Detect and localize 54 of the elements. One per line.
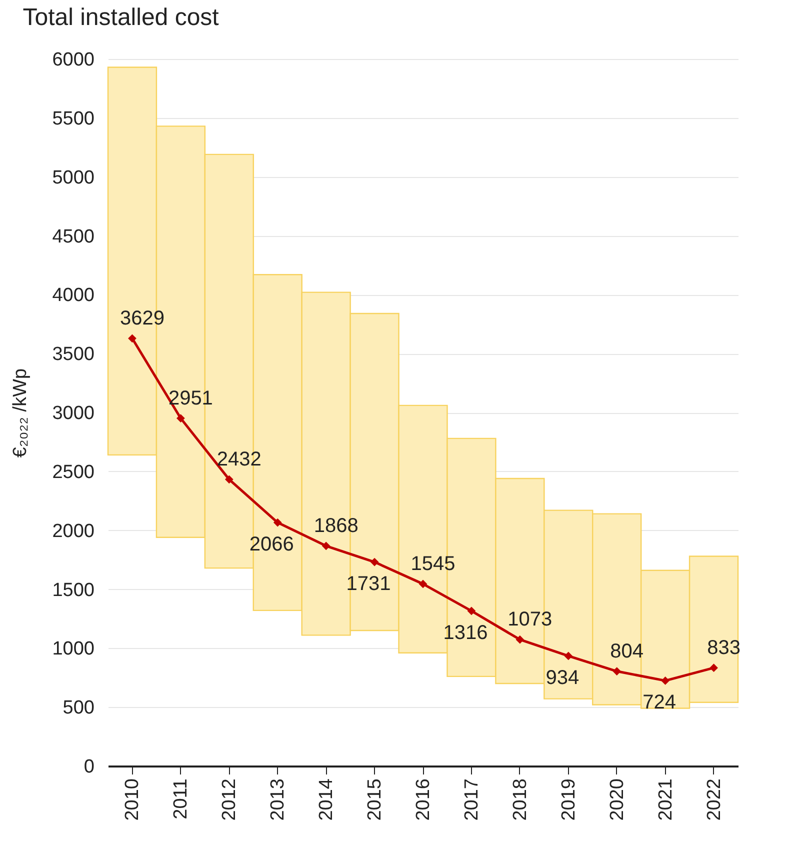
data-label: 1545	[410, 552, 456, 575]
y-tick-label: 1000	[52, 638, 94, 660]
data-label: 2432	[216, 448, 262, 470]
y-tick-label: 2500	[52, 462, 94, 483]
data-label: 833	[707, 636, 740, 659]
y-tick-label: 0	[84, 756, 94, 778]
x-tick-label: 2012	[219, 778, 240, 821]
data-label: 1868	[314, 514, 358, 537]
point	[516, 635, 524, 644]
point	[467, 606, 476, 616]
data-label: 934	[546, 666, 580, 689]
x-tick-label: 2010	[122, 778, 144, 821]
x-tick-label: 2014	[316, 778, 338, 821]
x-tick-label: 2020	[606, 778, 628, 821]
y-tick-label: 500	[62, 698, 94, 719]
point	[224, 475, 234, 484]
data-label: 2066	[249, 534, 294, 556]
data-label: 804	[610, 640, 644, 662]
y-tick-label: 5000	[52, 167, 94, 188]
point	[128, 334, 136, 343]
point	[322, 542, 330, 550]
x-tick-label: 2013	[268, 778, 289, 821]
point	[370, 558, 379, 566]
x-tick-label: 2015	[364, 778, 386, 821]
y-tick-label: 3000	[52, 403, 94, 424]
chart-title: Total installed cost	[22, 4, 220, 31]
point	[176, 414, 185, 422]
y-tick-label: 1500	[52, 580, 94, 601]
data-label: 724	[642, 692, 676, 714]
point	[564, 652, 573, 660]
x-tick-label: 2021	[655, 778, 676, 821]
y-tick-label: 4500	[52, 226, 94, 248]
y-tick-label: 4000	[52, 285, 94, 306]
data-label: 1731	[346, 573, 391, 596]
y-tick-label: 3500	[52, 344, 94, 366]
point	[661, 676, 670, 685]
x-tick-label: 2022	[704, 778, 725, 821]
y-tick-label: 5500	[52, 108, 94, 130]
x-tick-label: 2011	[170, 778, 192, 820]
y-tick-label: 2000	[52, 520, 94, 542]
x-tick-label: 2018	[510, 778, 531, 821]
data-label: 3629	[120, 307, 164, 330]
point	[418, 580, 428, 588]
x-tick-label: 2019	[558, 778, 580, 821]
y-axis-title: €₂₀₂₂ /kWp	[10, 368, 32, 458]
x-tick-label: 2017	[461, 778, 482, 821]
y-tick-label: 6000	[52, 50, 94, 70]
data-label: 2951	[168, 387, 213, 410]
point	[612, 667, 622, 676]
point	[273, 518, 282, 527]
data-label: 1316	[443, 622, 488, 644]
data-label: 1073	[508, 608, 552, 631]
x-tick-label: 2016	[413, 778, 434, 821]
point	[710, 664, 718, 672]
